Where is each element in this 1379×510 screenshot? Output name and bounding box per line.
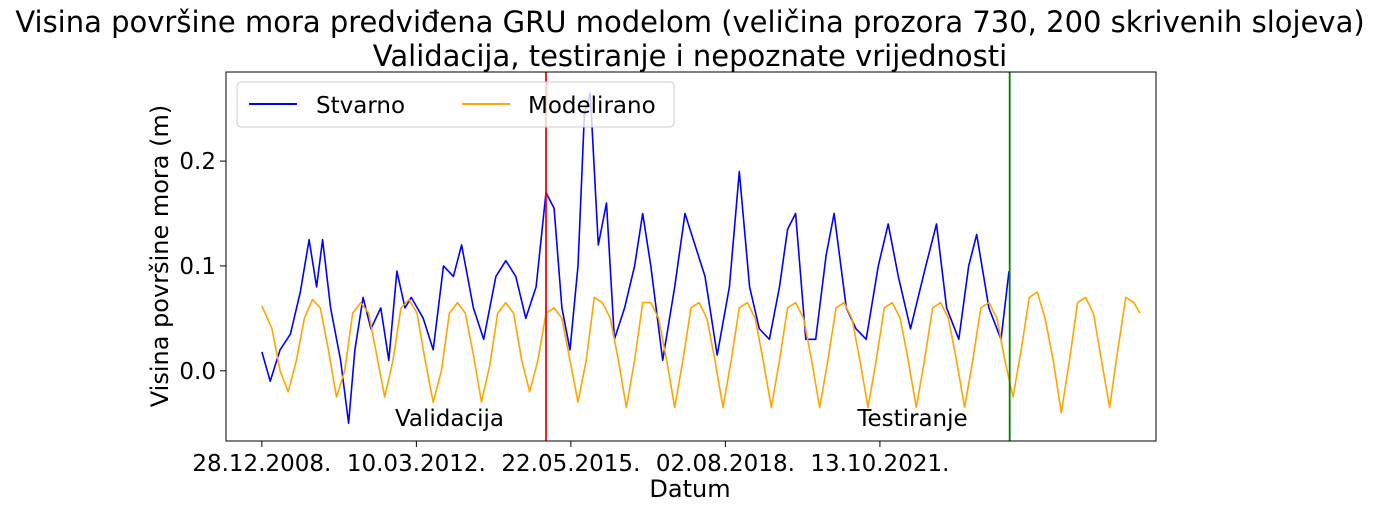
- x-tick-label: 22.05.2015.: [501, 451, 640, 477]
- y-axis-label: Visina površine mora (m): [146, 105, 174, 407]
- series-line-modelirano: [261, 291, 1141, 414]
- legend-box: [236, 81, 675, 128]
- x-axis-ticks: 28.12.2008. 10.03.2012. 22.05.2015. 02.08.2…: [192, 441, 949, 477]
- legend: Stvarno Modelirano: [236, 81, 675, 128]
- chart-title: Visina površine mora predviđena GRU mode…: [15, 5, 1364, 39]
- y-tick-label: 0.1: [179, 254, 216, 280]
- plot-frame: [225, 71, 1157, 442]
- x-tick-label: 28.12.2008.: [192, 451, 331, 477]
- x-tick-label: 10.03.2012.: [347, 451, 486, 477]
- x-tick-label: 13.10.2021.: [810, 451, 949, 477]
- legend-label-stvarno: Stvarno: [316, 93, 405, 119]
- annotation-validacija: Validacija: [395, 406, 504, 432]
- x-tick-label: 02.08.2018.: [656, 451, 795, 477]
- plot-lines: [261, 72, 1141, 441]
- legend-label-modelirano: Modelirano: [528, 93, 656, 119]
- series-line-stvarno: [261, 92, 1010, 424]
- y-axis-ticks: 0.0 0.1 0.2: [179, 149, 226, 385]
- annotation-testiranje: Testiranje: [856, 406, 967, 432]
- x-axis-label: Datum: [649, 475, 730, 503]
- y-tick-label: 0.0: [179, 359, 216, 385]
- chart-subtitle: Validacija, testiranje i nepoznate vrije…: [373, 39, 1007, 73]
- y-tick-label: 0.2: [179, 149, 216, 175]
- annotations: Validacija Testiranje: [395, 406, 968, 432]
